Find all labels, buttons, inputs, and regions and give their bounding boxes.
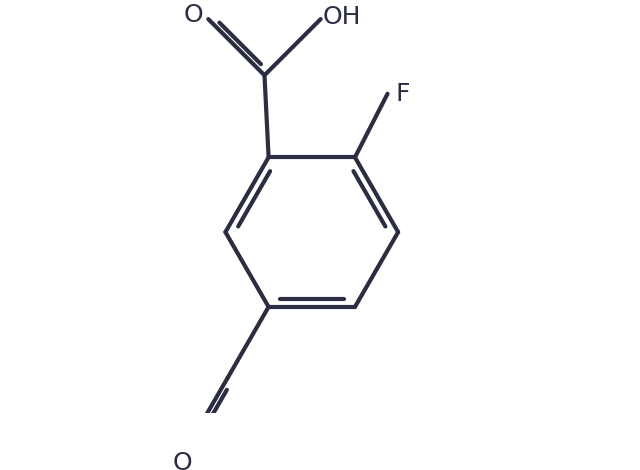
Text: F: F bbox=[396, 82, 410, 106]
Text: O: O bbox=[173, 451, 192, 470]
Text: O: O bbox=[184, 3, 204, 27]
Text: OH: OH bbox=[323, 5, 362, 29]
